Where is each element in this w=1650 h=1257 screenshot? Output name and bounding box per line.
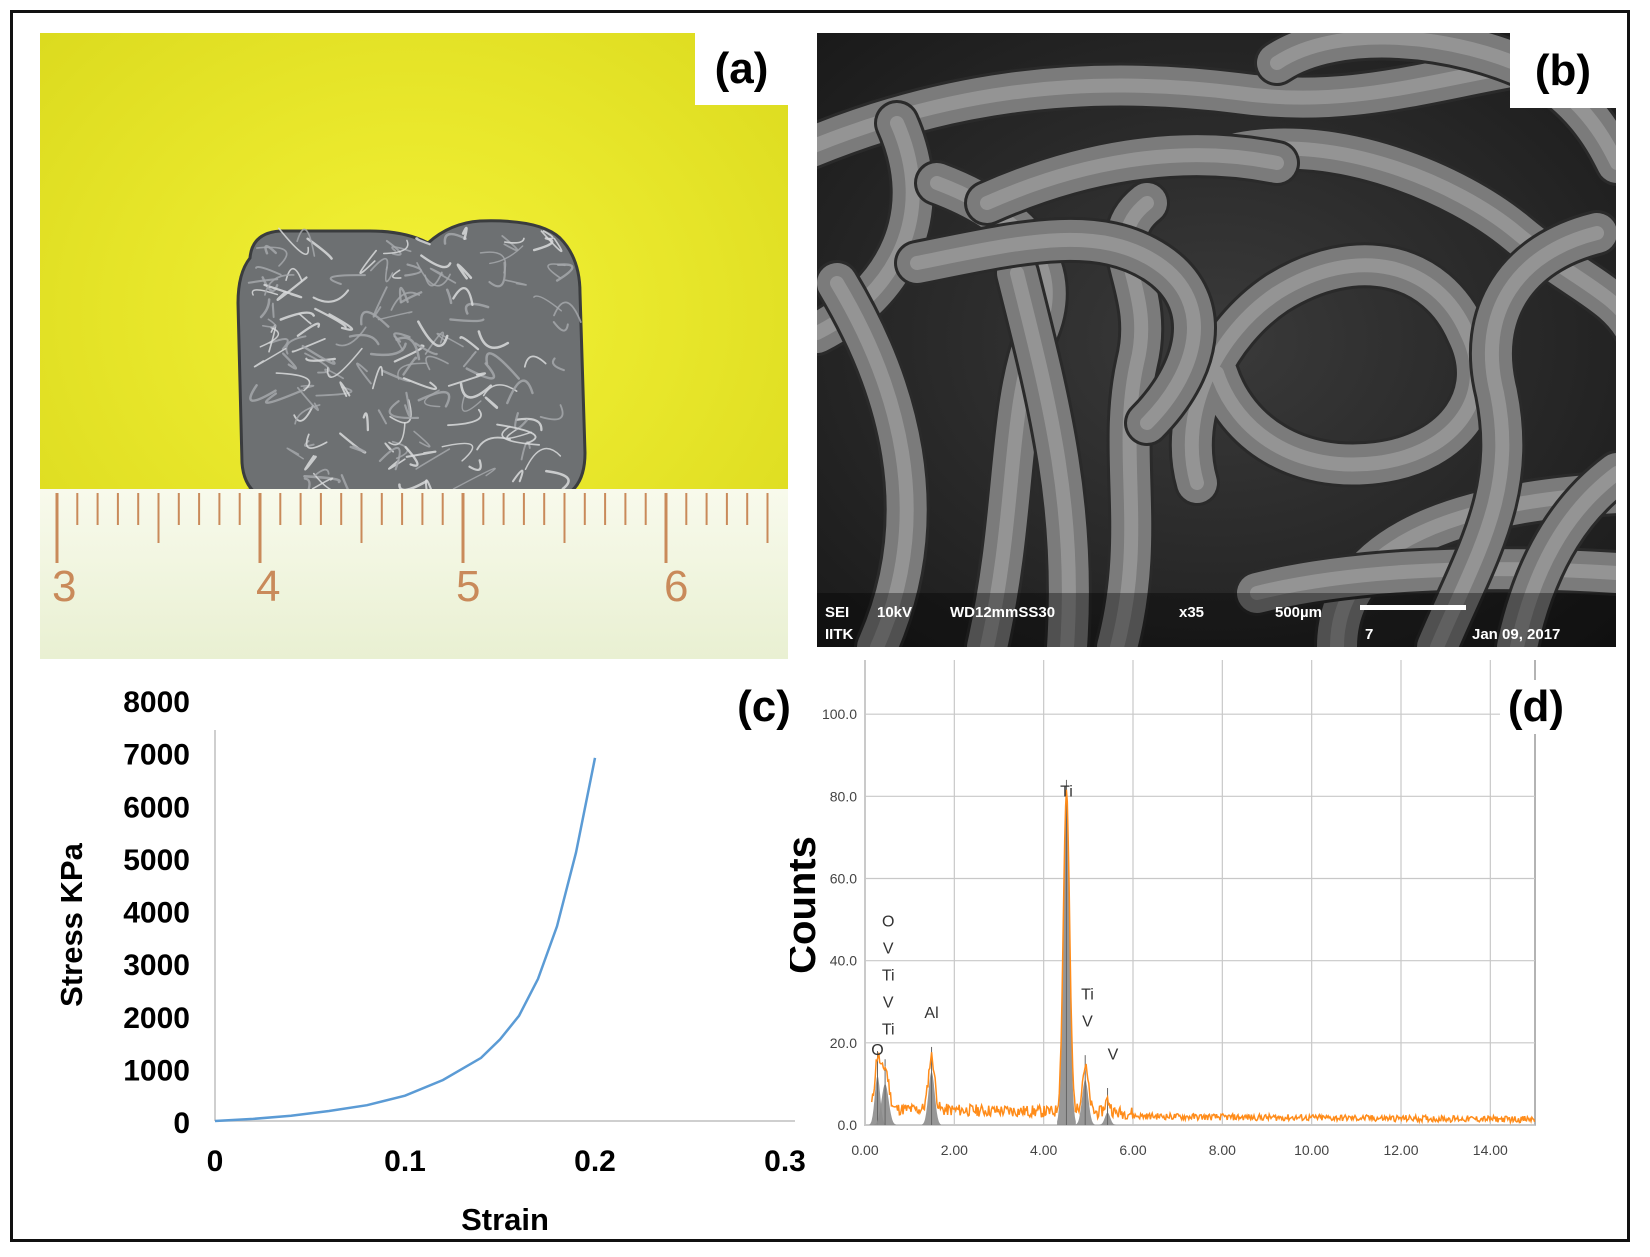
x-tick-label: 0.1 <box>384 1145 426 1178</box>
energy-tick-label: 4.00 <box>1030 1142 1057 1158</box>
eds-spectrum-chart: 0.0 20.0 40.0 60.0 80.0 100.0 0.00 2.00 4.00 6.0… <box>790 660 1536 1158</box>
peak-element-label: O <box>871 1042 883 1059</box>
eds-spectrum-line <box>870 789 1536 1126</box>
peak-element-label: V <box>1082 1013 1093 1030</box>
x-tick-label: 0 <box>207 1145 224 1178</box>
counts-tick-label: 20.0 <box>830 1035 857 1051</box>
panel-label-a: (a) <box>695 33 788 105</box>
y-tick-label: 4000 <box>123 897 190 930</box>
counts-axis-title: Counts <box>790 836 824 974</box>
x-tick-label: 0.3 <box>764 1145 806 1178</box>
counts-tick-label: 100.0 <box>822 706 857 722</box>
ruler-ticks <box>55 493 769 563</box>
y-tick-label: 2000 <box>123 1002 190 1035</box>
ruler-number-4: 4 <box>256 562 280 611</box>
mesh-wires <box>247 226 582 505</box>
y-tick-label: 3000 <box>123 949 190 982</box>
sem-date: Jan 09, 2017 <box>1472 626 1560 643</box>
panel-b-sem: SEI 10kV WD12mmSS30 x35 500µm IITK 7 Jan… <box>817 33 1616 647</box>
ruler-number-6: 6 <box>664 562 688 611</box>
panel-d-eds: 0.0 20.0 40.0 60.0 80.0 100.0 0.00 2.00 4.00 6.0… <box>790 660 1630 1250</box>
y-tick-label: 5000 <box>123 844 190 877</box>
ruler <box>40 489 788 659</box>
energy-tick-label: 2.00 <box>941 1142 968 1158</box>
energy-tick-label: 6.00 <box>1119 1142 1146 1158</box>
energy-tick-label: 14.00 <box>1473 1142 1508 1158</box>
sem-scale-bar <box>1360 605 1466 610</box>
panel-label-c: (c) <box>729 679 799 735</box>
panel-label-b: (b) <box>1510 33 1616 108</box>
stress-strain-chart: 0 1000 2000 3000 4000 5000 6000 7000 8000 0 0.1 0.… <box>54 686 806 1237</box>
counts-tick-label: 0.0 <box>838 1117 858 1133</box>
x-axis-title: Strain <box>461 1202 549 1237</box>
plot-frame <box>864 660 1536 1126</box>
counts-tick-label: 40.0 <box>830 953 857 969</box>
energy-tick-label: 0.00 <box>851 1142 878 1158</box>
peak-element-label: Al <box>924 1005 938 1022</box>
panel-c-stress-strain: 0 1000 2000 3000 4000 5000 6000 7000 8000 0 0.1 0.… <box>20 665 810 1245</box>
sample-photo: 3 4 5 6 <box>40 33 788 659</box>
sem-mode: SEI <box>825 604 849 621</box>
y-tick-label: 8000 <box>123 686 190 719</box>
ruler-number-5: 5 <box>456 562 480 611</box>
counts-tick-label: 60.0 <box>830 871 857 887</box>
sem-institution: IITK <box>825 626 853 643</box>
sem-scale-label: 500µm <box>1275 604 1322 621</box>
peak-element-label: V <box>1108 1046 1119 1063</box>
stress-strain-curve <box>214 757 597 1123</box>
sem-magnification: x35 <box>1179 604 1204 621</box>
peak-element-label: Ti <box>882 1022 895 1039</box>
energy-tick-label: 12.00 <box>1383 1142 1418 1158</box>
sem-image-number: 7 <box>1365 626 1373 643</box>
ruler-number-3: 3 <box>52 562 76 611</box>
panel-a-photo: 3 4 5 6 (a) <box>40 33 788 659</box>
peak-element-label: V <box>883 995 894 1012</box>
y-tick-label: 6000 <box>123 791 190 824</box>
y-tick-label: 1000 <box>123 1054 190 1087</box>
energy-tick-label: 10.00 <box>1294 1142 1329 1158</box>
sem-voltage: 10kV <box>877 604 912 621</box>
peak-element-label: V <box>883 941 894 958</box>
peak-element-label: Ti <box>1081 986 1094 1003</box>
peak-element-label: Ti <box>1060 783 1073 800</box>
panel-label-d: (d) <box>1500 680 1572 734</box>
x-tick-label: 0.2 <box>574 1145 616 1178</box>
counts-tick-label: 80.0 <box>830 788 857 804</box>
y-tick-label: 7000 <box>123 739 190 772</box>
sem-image: SEI 10kV WD12mmSS30 x35 500µm IITK 7 Jan… <box>817 33 1616 647</box>
sem-working-distance: WD12mmSS30 <box>950 604 1055 621</box>
energy-tick-label: 8.00 <box>1209 1142 1236 1158</box>
sem-fibers <box>817 33 1616 647</box>
peak-element-label: O <box>882 914 894 931</box>
y-axis-title: Stress KPa <box>54 842 89 1006</box>
peak-element-label: Ti <box>882 968 895 985</box>
y-tick-label: 0 <box>173 1107 190 1140</box>
